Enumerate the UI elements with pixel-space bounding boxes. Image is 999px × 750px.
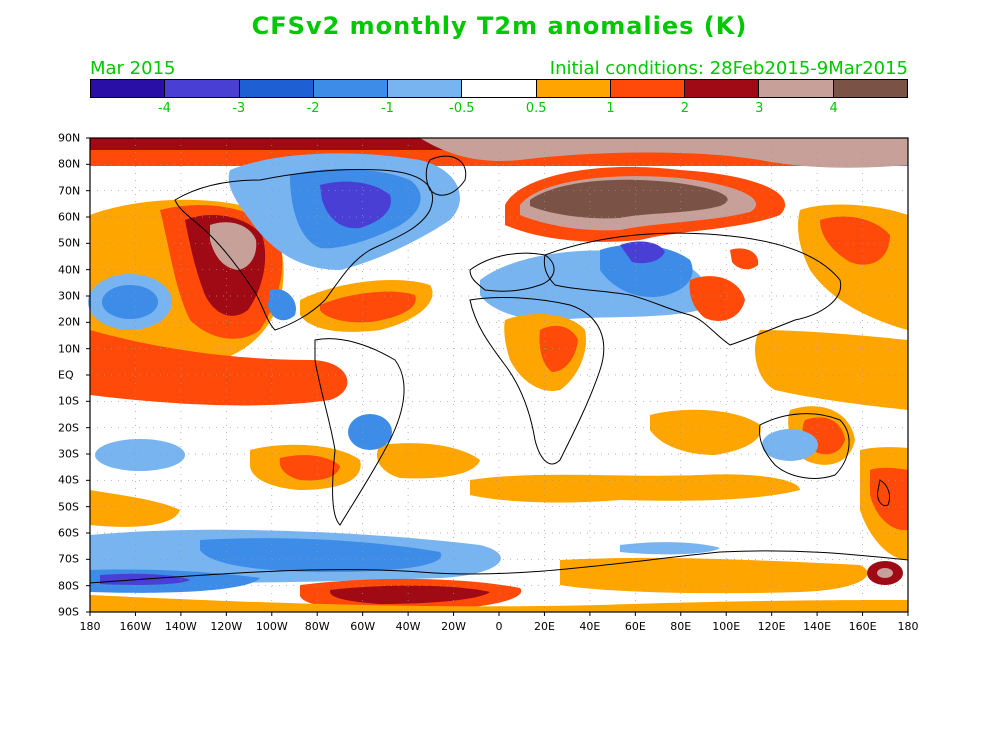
longitude-label: 20E <box>533 620 555 633</box>
latitude-label: 90S <box>58 605 79 619</box>
longitude-label: 160W <box>119 620 152 633</box>
colorbar-swatch <box>387 80 462 97</box>
colorbar-swatch <box>535 80 610 97</box>
latitude-label: 50S <box>58 500 79 514</box>
latitude-label: 70N <box>58 184 81 198</box>
colorbar-label: 4 <box>829 101 838 116</box>
colorbar-label: 0.5 <box>525 101 547 116</box>
longitude-label: 20W <box>441 620 466 633</box>
colorbar-swatch <box>758 80 833 97</box>
latitude-label: 70S <box>58 552 79 566</box>
colorbar-swatch <box>461 80 536 97</box>
longitude-label: 180 <box>79 620 101 633</box>
colorbar-label: -0.5 <box>449 101 475 116</box>
longitude-label: 60W <box>350 620 376 633</box>
longitude-label: 140E <box>803 620 832 633</box>
anomaly-fields <box>88 138 908 612</box>
latitude-label: 60S <box>58 526 79 540</box>
colorbar-swatch <box>609 80 685 97</box>
initial-conditions-label: Initial conditions: 28Feb2015-9Mar2015 <box>549 58 908 79</box>
colorbar-swatch <box>238 80 313 97</box>
latitude-label: 20N <box>58 315 81 329</box>
colorbar-swatch <box>684 80 759 97</box>
colorbar-label: 1 <box>606 101 615 116</box>
latitude-label: 10N <box>58 342 81 356</box>
colorbar-label: 2 <box>680 101 690 116</box>
longitude-label: 60E <box>624 620 646 633</box>
latitude-label: 30N <box>58 289 81 303</box>
latitude-label: 60N <box>58 210 81 224</box>
latitude-label: 50N <box>58 236 81 250</box>
latitude-label: 40N <box>58 263 81 277</box>
axis-ticks <box>86 137 909 616</box>
latitude-label: 20S <box>58 421 79 435</box>
longitude-label: 100W <box>255 620 288 633</box>
latitude-label: EQ <box>58 368 74 382</box>
latitude-label: 10S <box>58 394 79 408</box>
longitude-label: 80E <box>670 620 692 633</box>
coastlines <box>89 155 909 584</box>
month-label: Mar 2015 <box>90 58 176 79</box>
longitude-label: 0 <box>495 620 503 633</box>
latitude-label: 40S <box>58 473 79 487</box>
colorbar-swatch <box>91 80 165 97</box>
colorbar-label: -2 <box>306 101 320 116</box>
longitude-label: 160E <box>848 620 877 633</box>
colorbar <box>90 79 908 98</box>
latitude-label: 30S <box>58 447 79 461</box>
colorbar-label: -3 <box>232 101 246 116</box>
longitude-label: 120E <box>757 620 786 633</box>
longitude-label: 140W <box>164 620 197 633</box>
colorbar-label: -4 <box>157 101 171 116</box>
longitude-label: 120W <box>210 620 243 633</box>
colorbar-label: 3 <box>755 101 764 116</box>
longitude-label: 80W <box>304 620 330 633</box>
longitude-label: 40E <box>579 620 601 633</box>
longitude-label: 40W <box>395 620 421 633</box>
latitude-label: 90N <box>58 131 81 145</box>
colorbar-label: -1 <box>380 101 394 116</box>
colorbar-swatch <box>164 80 239 97</box>
longitude-label: 180 <box>897 620 919 633</box>
colorbar-swatch <box>312 80 388 97</box>
latitude-label: 80N <box>58 157 81 171</box>
chart-title: CFSv2 monthly T2m anomalies (K) <box>251 12 748 40</box>
latitude-label: 80S <box>58 579 79 593</box>
colorbar-swatch <box>832 80 907 97</box>
longitude-label: 100E <box>712 620 741 633</box>
